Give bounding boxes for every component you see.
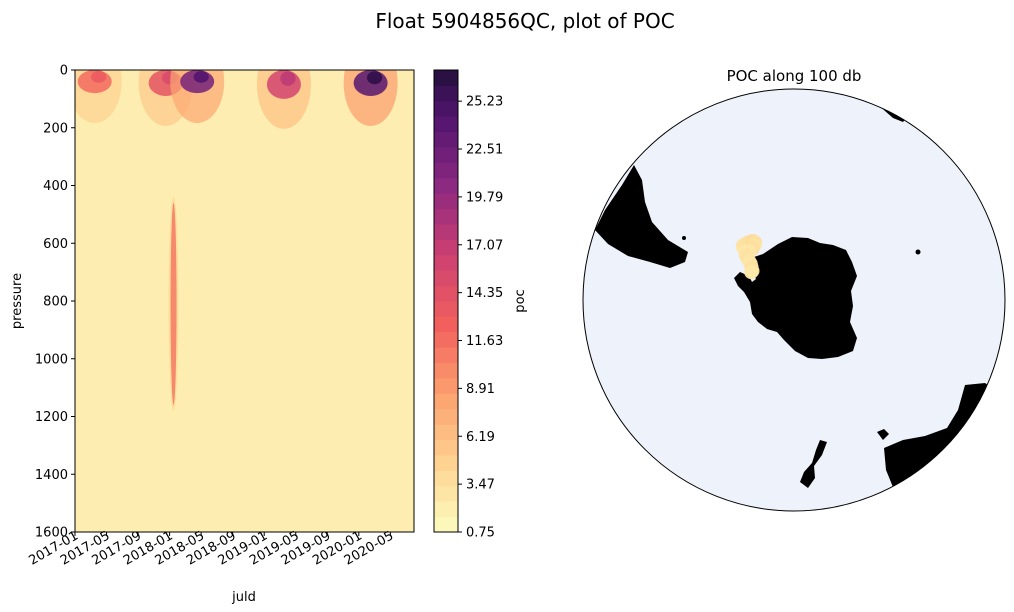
colorbar-tick-label: 3.47 (466, 478, 495, 493)
colorbar-band (434, 116, 458, 133)
colorbar-label: poc (513, 289, 528, 312)
figure-title: Float 5904856QC, plot of POC (375, 9, 674, 33)
colorbar-tick-label: 22.51 (466, 143, 503, 158)
colorbar-band (434, 501, 458, 518)
colorbar-band (434, 239, 458, 256)
map-title: POC along 100 db (727, 67, 862, 85)
colorbar-band (434, 208, 458, 225)
poc-peak (366, 71, 383, 85)
colorbar-band (434, 254, 458, 271)
colorbar-band (434, 131, 458, 148)
colorbar-band (434, 224, 458, 240)
colorbar-band (434, 439, 458, 456)
colorbar-band (434, 301, 458, 317)
colorbar: 25.23 22.51 19.79 17.07 14.35 11.63 8.91 6.19 3.… (433, 69, 528, 541)
land-tasmania (877, 429, 889, 440)
colorbar-band (434, 455, 458, 471)
colorbar-tick-label: 6.19 (466, 430, 495, 445)
float-point (744, 265, 759, 280)
float-track (735, 234, 763, 280)
land-antarctica (734, 237, 857, 359)
poc-peak (193, 71, 209, 83)
colorbar-band (434, 193, 458, 210)
poc-patch (170, 202, 177, 405)
colorbar-bands (434, 70, 458, 533)
y-tick-label: 0 (60, 64, 68, 79)
colorbar-frame (433, 69, 459, 533)
colorbar-band (434, 285, 458, 302)
y-tick-label: 800 (43, 295, 68, 310)
heatmap-features (75, 70, 398, 411)
colorbar-band (434, 147, 458, 163)
colorbar-tick-label: 25.23 (466, 95, 503, 110)
heatmap-x-label: juld (231, 590, 256, 605)
land-south-america (595, 165, 688, 268)
colorbar-tick-label: 11.63 (466, 334, 503, 349)
y-tick-label: 1600 (35, 526, 68, 541)
colorbar-tick-label: 0.75 (466, 526, 495, 541)
colorbar-band (434, 362, 458, 379)
colorbar-tick-label: 17.07 (466, 238, 503, 253)
colorbar-tick-label: 14.35 (466, 286, 503, 301)
y-tick-label: 1400 (35, 468, 68, 483)
heatmap-x-axis: 2017-012017-052017-092018-012018-052018-… (26, 528, 396, 568)
poc-peak (91, 71, 107, 83)
colorbar-band (434, 177, 458, 194)
colorbar-band (434, 378, 458, 394)
y-tick-label: 600 (43, 237, 68, 252)
colorbar-ticks: 25.23 22.51 19.79 17.07 14.35 11.63 8.91 6.19 3.… (458, 95, 503, 541)
colorbar-band (434, 485, 458, 502)
colorbar-band (434, 270, 458, 287)
colorbar-band (434, 85, 458, 102)
land-island (915, 249, 921, 255)
map-boundary (582, 88, 1006, 512)
map-panel: POC along 100 db (582, 67, 1006, 512)
colorbar-band (434, 424, 458, 441)
colorbar-band (434, 100, 458, 117)
colorbar-tick-label: 19.79 (466, 190, 503, 205)
colorbar-band (434, 470, 458, 487)
y-tick-label: 1000 (35, 352, 68, 367)
colorbar-band (434, 316, 458, 333)
colorbar-band (434, 331, 458, 348)
y-tick-label: 1200 (35, 410, 68, 425)
colorbar-band (434, 162, 458, 179)
heatmap-y-axis: 0 200 400 600 800 1000 1200 1400 1600 (35, 64, 75, 541)
colorbar-tick-label: 8.91 (466, 382, 495, 397)
colorbar-band (434, 393, 458, 410)
heatmap-y-label: pressure (10, 273, 25, 329)
land-island (682, 236, 686, 240)
y-tick-label: 400 (43, 179, 68, 194)
colorbar-band (434, 408, 458, 425)
colorbar-band (434, 516, 458, 533)
land-new-zealand (800, 440, 827, 488)
colorbar-band (434, 347, 458, 364)
heatmap-background (75, 70, 414, 532)
y-tick-label: 200 (43, 121, 68, 136)
heatmap-panel: 0 200 400 600 800 1000 1200 1400 1600 2017-01201… (10, 64, 415, 605)
colorbar-band (434, 70, 458, 86)
poc-peak (280, 71, 296, 86)
